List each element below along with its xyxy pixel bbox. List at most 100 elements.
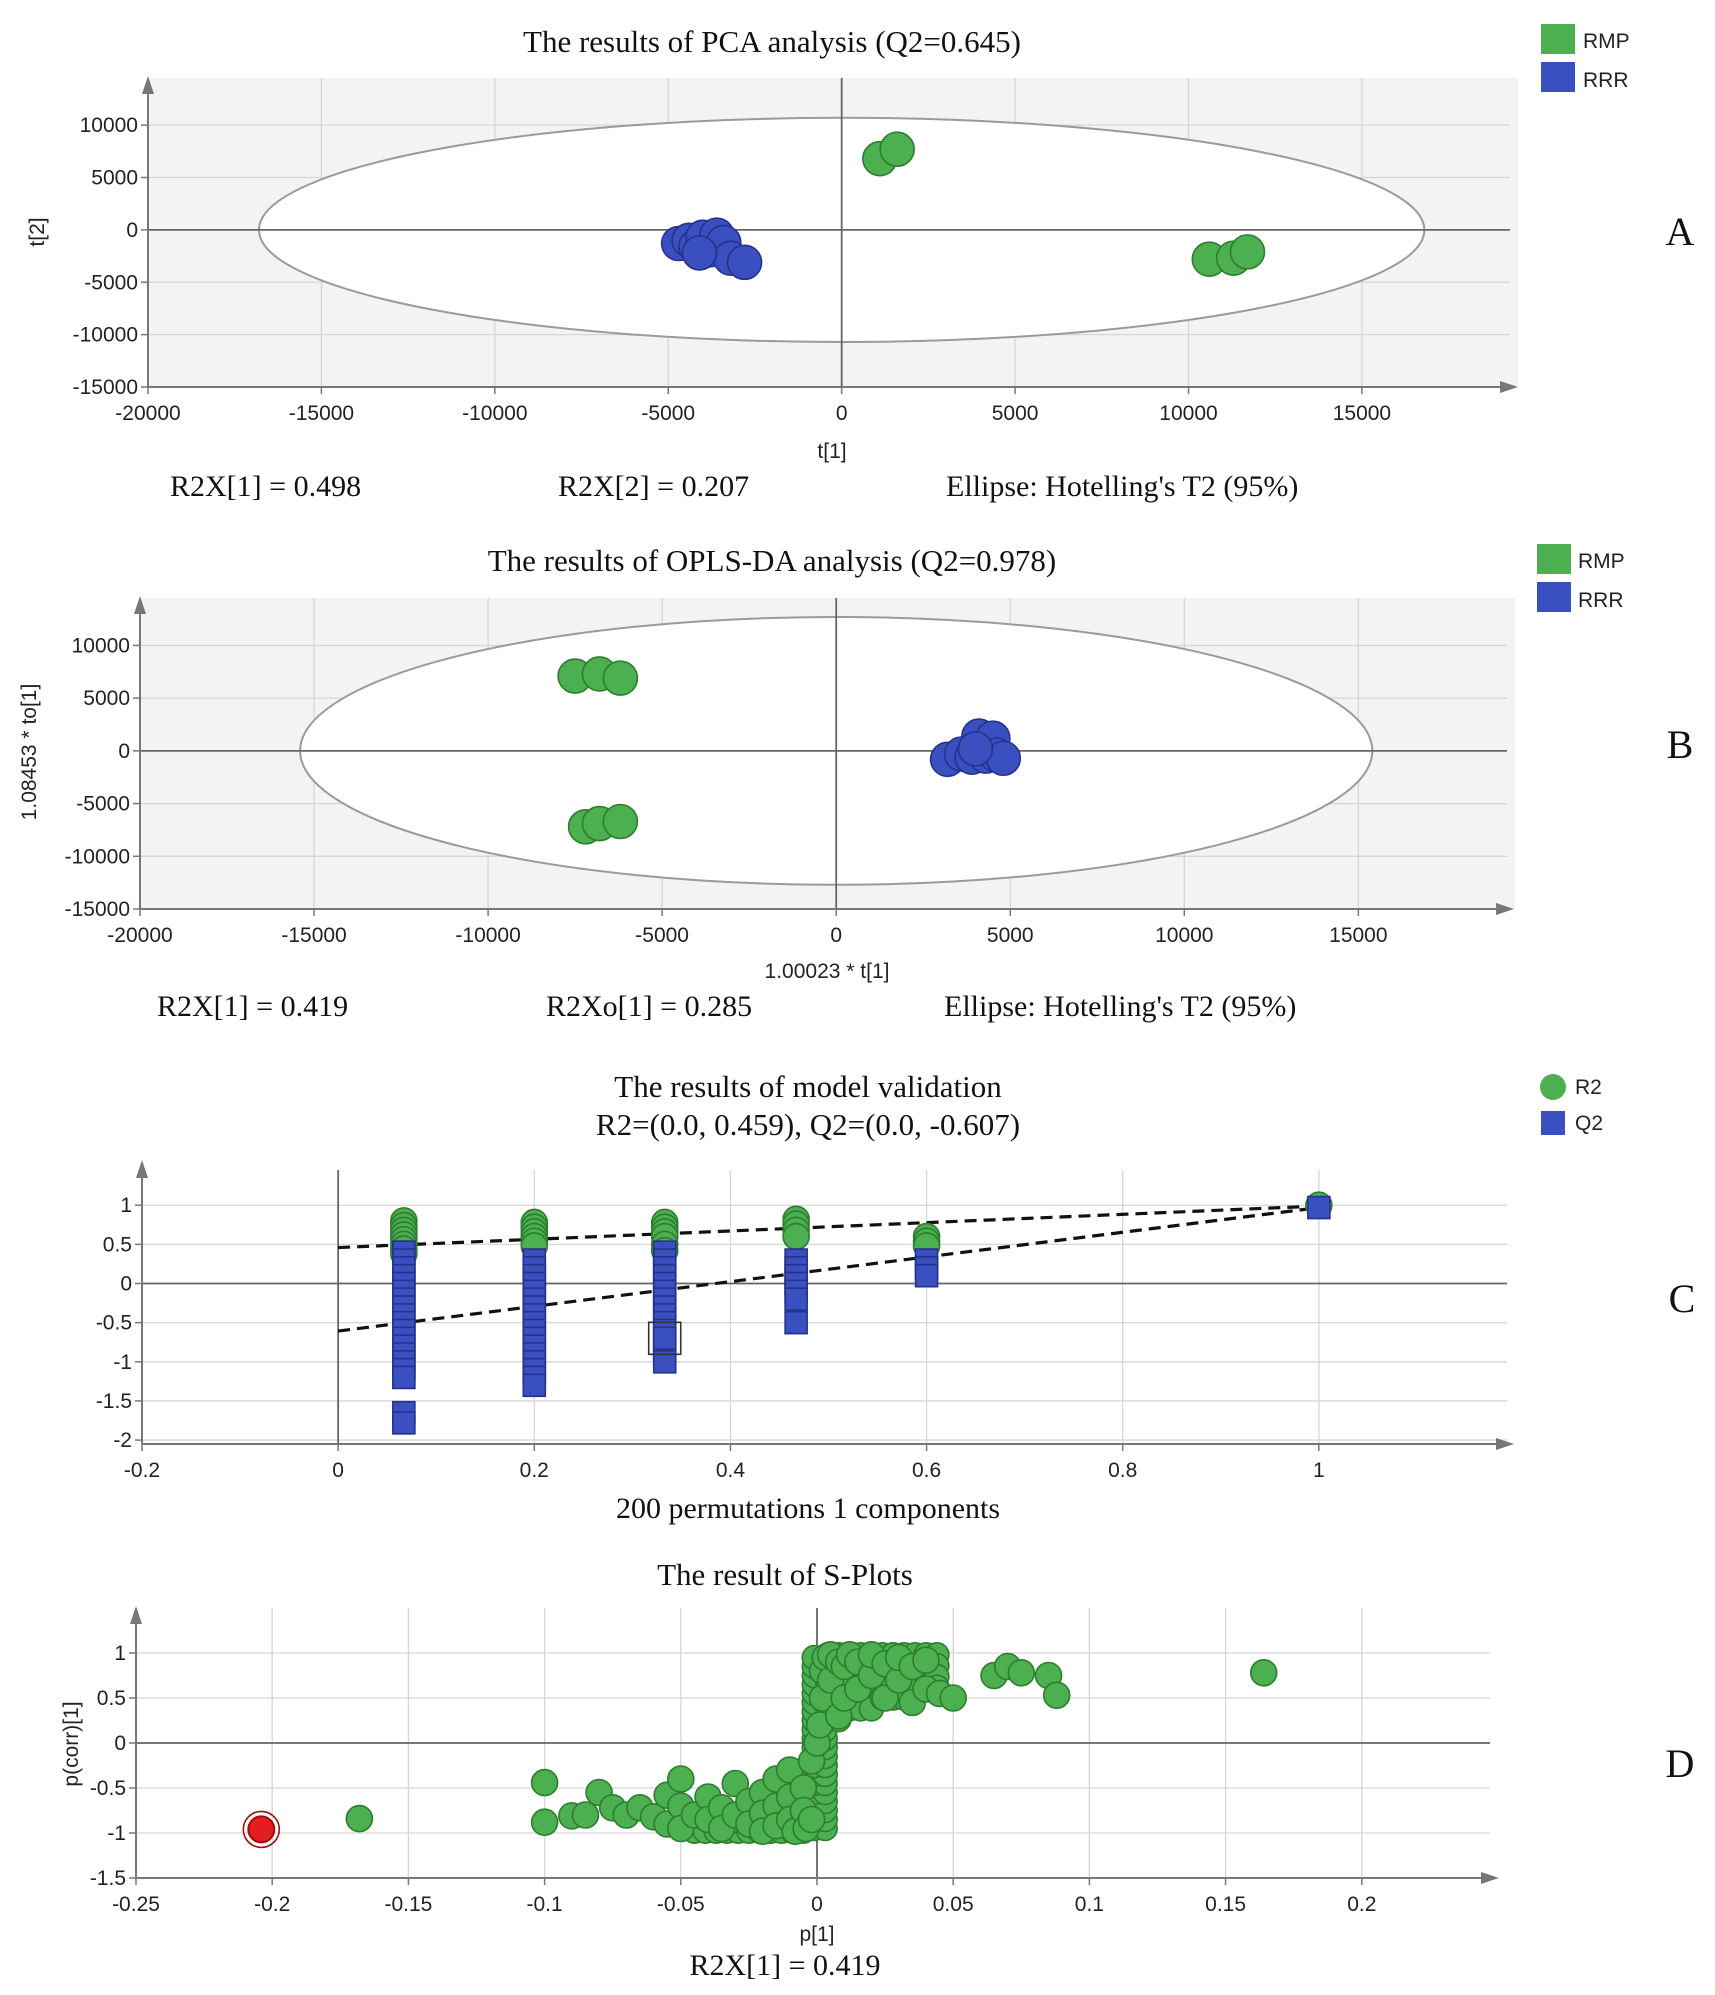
data-point-q2 [652,1350,677,1374]
x-tick-label: -20000 [107,924,172,947]
panel-b-stat-r2xo1: R2Xo[1] = 0.285 [546,990,752,1023]
data-point-q2 [784,1287,808,1311]
y-tick-label: -10000 [65,845,130,868]
data-point-variables [571,1801,600,1829]
x-tick-label: 15000 [1333,402,1391,425]
x-tick-label: 0.2 [1347,1893,1376,1916]
x-tick-label: 0.6 [912,1459,941,1482]
x-tick-label: 0.2 [520,1459,549,1482]
y-tick-label: -1 [113,1351,132,1374]
panel-d-y-axis-arrow [130,1606,142,1624]
y-tick-label: 0.5 [97,1687,126,1710]
panel-a: The results of PCA analysis (Q2=0.645) -… [26,24,1695,503]
data-point-q2 [784,1310,808,1335]
panel-a-stat-r2x1: R2X[1] = 0.498 [170,470,361,503]
data-point-rrr [681,235,718,271]
panel-b-y-axis-arrow [134,596,146,614]
data-point-rmp [602,660,639,696]
data-point-q2 [522,1373,547,1398]
y-tick-label: 0 [120,1273,132,1296]
panel-d-title: The result of S-Plots [657,1557,913,1592]
panel-b-points [557,656,1022,845]
panel-b-stat-r2x1: R2X[1] = 0.419 [157,990,348,1023]
y-tick-label: 1 [114,1642,126,1665]
data-point-rrr [957,730,994,767]
panel-b-legend-swatch-rrr [1537,582,1571,612]
y-tick-label: 10000 [72,634,130,657]
panel-d-letter: D [1666,1741,1695,1786]
panel-a-x-ticks: -20000 -15000 -10000 -5000 0 5000 10000 15000 [115,387,1391,425]
data-point-variables [530,1808,559,1836]
panel-d-y-label: p(corr)[1] [60,1701,83,1786]
x-tick-label: -10000 [462,402,527,425]
y-tick-label: -2 [113,1429,132,1452]
data-point-q2-highlight [652,1326,677,1351]
data-point-rmp [879,131,915,168]
x-tick-label: -5000 [635,924,689,947]
panel-a-y-label: t[2] [26,217,49,246]
panel-c-y-axis-arrow [136,1160,148,1178]
y-tick-label: -15000 [65,898,130,921]
x-tick-label: 0 [811,1893,823,1916]
x-tick-label: -20000 [115,402,180,425]
x-tick-label: -0.05 [657,1893,705,1916]
panel-b-legend-label-rrr: RRR [1578,589,1624,612]
data-point-rmp [602,803,639,840]
x-tick-label: 5000 [987,924,1034,947]
x-tick-label: -0.1 [527,1893,563,1916]
y-tick-label: -1 [107,1822,126,1845]
panel-c-legend-swatch-r2 [1540,1074,1566,1100]
panel-a-points [660,131,1266,281]
x-tick-label: 0 [332,1459,344,1482]
x-tick-label: 0.05 [933,1893,974,1916]
panel-c-x-ticks: -0.2 0 0.2 0.4 0.6 0.8 1 [124,1444,1325,1482]
y-tick-label: -15000 [73,376,138,399]
panel-c-x-axis-arrow [1496,1438,1514,1450]
panel-a-y-axis-arrow [142,76,154,94]
data-point-variables [797,1805,826,1834]
panel-a-stat-r2x2: R2X[2] = 0.207 [558,470,749,503]
panel-c-subtitle: R2=(0.0, 0.459), Q2=(0.0, -0.607) [596,1107,1020,1142]
x-tick-label: -15000 [281,924,346,947]
panel-a-x-label: t[1] [817,440,846,463]
panel-d-x-axis-arrow [1481,1872,1499,1884]
panel-b-y-label: 1.08453 * to[1] [18,684,41,821]
data-point-q2 [1307,1195,1331,1220]
selected-point-ring [242,1810,281,1849]
panel-c-legend-label-q2: Q2 [1575,1112,1603,1135]
panel-d-stat-r2x1: R2X[1] = 0.419 [689,1949,880,1982]
x-tick-label: 0 [830,924,842,947]
y-tick-label: 0 [114,1732,126,1755]
data-point-variables [1007,1659,1036,1687]
data-point-highlight-frame [647,1321,682,1356]
x-tick-label: -0.2 [124,1459,160,1482]
panel-b-x-ticks: -20000 -15000 -10000 -5000 0 5000 10000 15000 [107,909,1388,947]
x-tick-label: -0.15 [384,1893,432,1916]
x-tick-label: 0.8 [1108,1459,1137,1482]
panel-d-x-label: p[1] [799,1923,834,1946]
panel-b-letter: B [1667,722,1694,767]
y-tick-label: 0.5 [103,1233,132,1256]
panel-c-title: The results of model validation [614,1069,1002,1104]
x-tick-label: 15000 [1329,924,1387,947]
y-tick-label: 1 [120,1194,132,1217]
data-point-q2 [392,1411,416,1435]
panel-d-x-ticks: -0.25 -0.2 -0.15 -0.1 -0.05 0 0.05 0.1 0.15 0.2 [112,1878,1376,1916]
data-point-r2 [782,1222,810,1251]
panel-c: The results of model validation R2=(0.0,… [96,1069,1696,1525]
panel-c-q2-regression-line [337,1205,1320,1333]
data-point-selected [247,1815,276,1844]
panel-b-x-label: 1.00023 * t[1] [765,960,890,983]
x-tick-label: -0.25 [112,1893,160,1916]
x-tick-label: 0.15 [1205,1893,1246,1916]
y-tick-label: 0 [118,740,130,763]
panel-a-legend-swatch-rrr [1541,62,1575,92]
panel-c-letter: C [1669,1276,1696,1321]
x-tick-label: 0.1 [1075,1893,1104,1916]
x-tick-label: 0.4 [716,1459,746,1482]
data-point-variables [1042,1681,1071,1710]
x-tick-label: 0 [836,402,848,425]
data-point-rmp [1229,234,1266,270]
data-point-variables [530,1768,559,1797]
